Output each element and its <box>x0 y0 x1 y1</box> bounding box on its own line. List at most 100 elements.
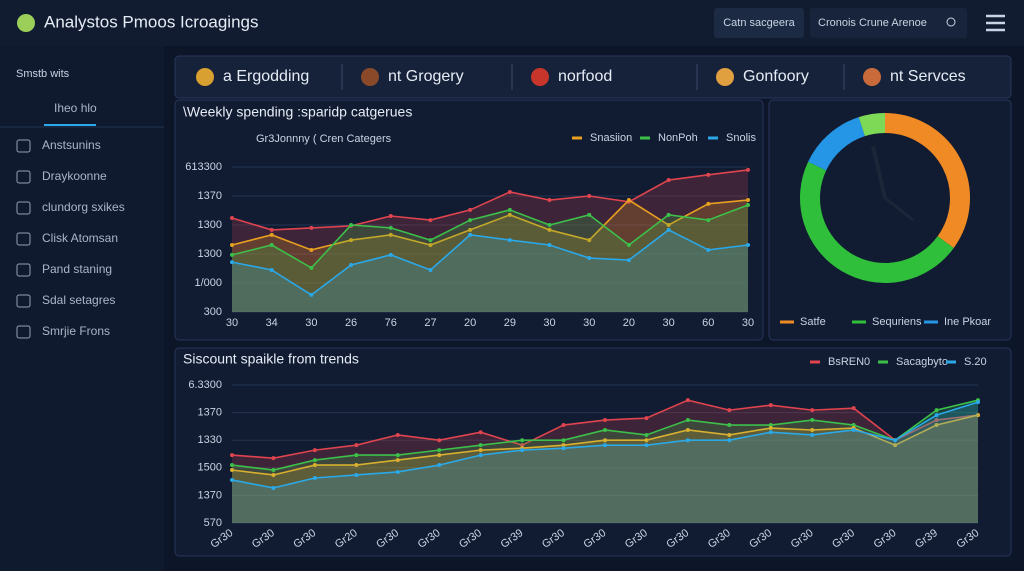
button[interactable] <box>714 8 804 38</box>
point <box>547 227 552 232</box>
chart-title: \Weekly spending :sparidp catgerues <box>183 104 412 120</box>
point <box>587 212 592 217</box>
point <box>934 408 939 413</box>
point <box>666 212 671 217</box>
point <box>507 207 512 212</box>
nav-item[interactable]: Draykoonne <box>42 169 107 183</box>
point <box>727 408 732 413</box>
x-tick-label: 76 <box>385 317 397 329</box>
nav-item[interactable]: Smrjie Frons <box>42 324 110 338</box>
point <box>478 453 483 458</box>
area-fill <box>232 402 978 523</box>
nav-icon[interactable] <box>16 201 31 215</box>
point <box>507 238 512 243</box>
sidebar-title: Smstb wits <box>16 68 70 80</box>
point <box>437 438 442 443</box>
point <box>644 438 649 443</box>
chart-title: Siscount spaikle from trends <box>183 351 359 367</box>
menu-icon[interactable] <box>986 14 1005 32</box>
y-tick-label: 1370 <box>198 190 222 202</box>
point <box>271 472 276 477</box>
point <box>230 243 234 248</box>
legend-label: Snolis <box>726 132 756 144</box>
point <box>976 400 980 405</box>
point <box>271 485 276 490</box>
nav-icon[interactable] <box>16 139 31 153</box>
point <box>269 267 274 272</box>
tab-icon[interactable] <box>361 68 379 86</box>
tab-label[interactable]: nt Grogery <box>388 68 464 85</box>
series-line <box>231 169 749 231</box>
point <box>561 446 566 451</box>
point <box>893 438 898 443</box>
tab-label[interactable]: a Ergodding <box>223 68 309 85</box>
nav-item[interactable]: Sdal setagres <box>42 293 115 307</box>
legend-label: S.20 <box>964 356 987 368</box>
point <box>468 232 473 237</box>
area-fill <box>232 400 978 523</box>
nav-icon[interactable] <box>16 170 31 184</box>
search-icon[interactable] <box>946 17 956 27</box>
button-label[interactable]: Catn sacgeera <box>723 17 795 29</box>
donut-segment <box>808 117 866 171</box>
x-tick-label: 20 <box>464 317 476 329</box>
point <box>354 453 359 458</box>
point <box>230 477 234 482</box>
point <box>768 423 773 428</box>
point <box>727 438 732 443</box>
point <box>271 468 276 473</box>
tab-icon[interactable] <box>863 68 881 86</box>
point <box>706 172 711 177</box>
nav-icon[interactable] <box>16 263 31 277</box>
legend-label: BsREN0 <box>828 356 870 368</box>
point <box>893 443 898 448</box>
point <box>587 256 592 261</box>
point <box>626 243 631 248</box>
y-tick-label: 1300 <box>198 248 222 260</box>
nav-icon[interactable] <box>16 232 31 246</box>
x-tick-label: 27 <box>424 317 436 329</box>
y-tick-label: 300 <box>204 306 222 318</box>
point <box>354 463 359 468</box>
point <box>388 225 393 230</box>
nav-icon[interactable] <box>16 294 31 308</box>
point <box>395 453 400 458</box>
clock-hand <box>871 145 887 199</box>
point <box>312 463 317 468</box>
point <box>468 227 473 232</box>
panel <box>174 347 1012 557</box>
point <box>685 438 690 443</box>
tab-label[interactable]: norfood <box>558 68 612 85</box>
point <box>746 202 750 207</box>
nav-item[interactable]: Anstsunins <box>42 138 101 152</box>
nav-item[interactable]: Pand staning <box>42 262 112 276</box>
nav-item[interactable]: Clisk Atomsan <box>42 231 118 245</box>
y-tick-label: 1500 <box>198 462 222 474</box>
point <box>468 218 473 223</box>
point <box>706 218 711 223</box>
point <box>851 406 856 411</box>
point <box>561 438 566 443</box>
y-tick-label: 1330 <box>198 434 222 446</box>
point <box>309 265 314 270</box>
search-placeholder[interactable]: Cronois Crune Arenoe <box>818 17 927 29</box>
nav-item[interactable]: clundorg sxikes <box>42 200 125 214</box>
sidebar-tab[interactable]: Iheo hlo <box>54 101 97 115</box>
x-tick-label: 26 <box>345 317 357 329</box>
nav-icon[interactable] <box>16 325 31 339</box>
tab-icon[interactable] <box>531 68 549 86</box>
point <box>851 427 856 432</box>
x-tick-label: 29 <box>504 317 516 329</box>
point <box>468 207 473 212</box>
point <box>428 267 433 272</box>
tab-label[interactable]: nt Servces <box>890 68 966 85</box>
point <box>437 448 442 453</box>
legend-label: Sacagbyto <box>896 356 948 368</box>
tab-icon[interactable] <box>716 68 734 86</box>
tab-label[interactable]: Gonfoory <box>743 68 809 85</box>
point <box>269 232 274 237</box>
search-box[interactable] <box>810 8 967 38</box>
point <box>810 427 815 432</box>
tab-icon[interactable] <box>196 68 214 86</box>
legend-label: NonPoh <box>658 132 698 144</box>
